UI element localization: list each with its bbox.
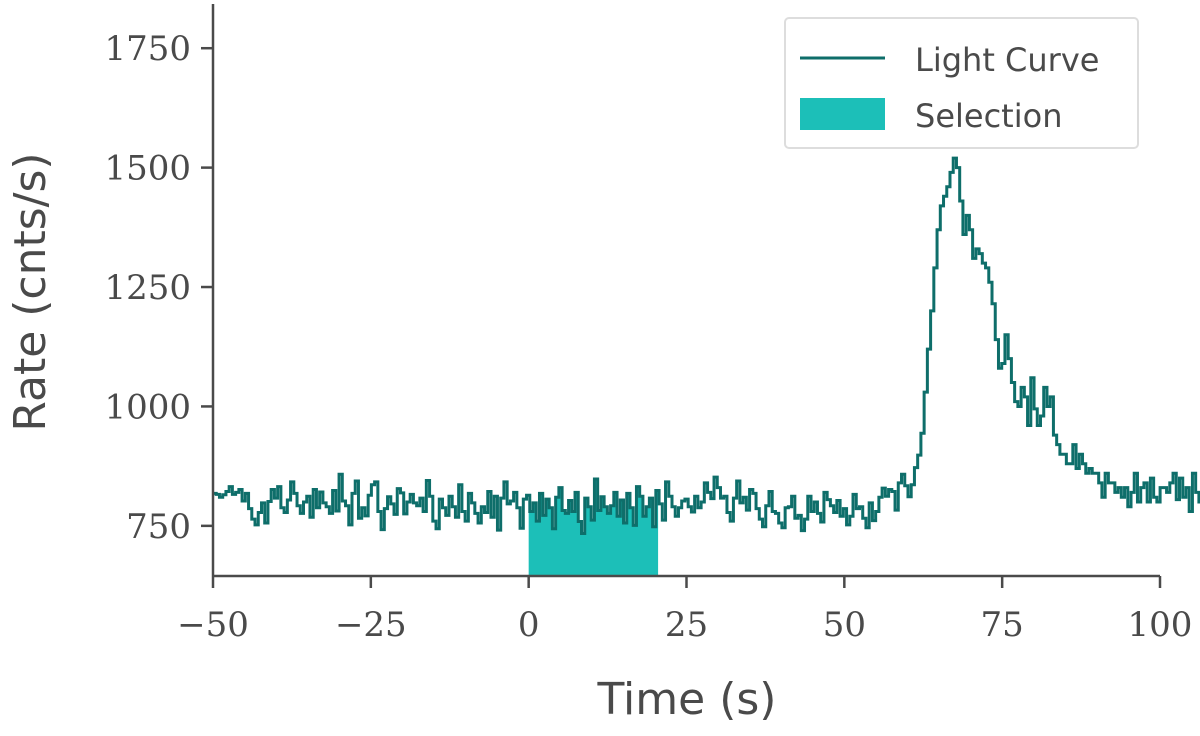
y-axis-title: Rate (cnts/s) bbox=[5, 152, 56, 431]
y-tick-label: 1250 bbox=[104, 268, 191, 308]
y-tick-label: 1000 bbox=[104, 387, 191, 427]
legend-label-light-curve: Light Curve bbox=[915, 41, 1099, 79]
y-tick-label: 750 bbox=[126, 507, 191, 547]
legend: Light Curve Selection bbox=[784, 17, 1139, 149]
axes: −50 −25 0 25 50 75 100 750 1000 1250 1500 1750 bbox=[104, 4, 1192, 645]
y-tick-label: 1500 bbox=[104, 149, 191, 189]
plot-area bbox=[213, 156, 1200, 576]
x-tick-label: 75 bbox=[981, 605, 1024, 645]
x-tick-label: 100 bbox=[1128, 605, 1193, 645]
legend-label-selection: Selection bbox=[915, 97, 1062, 135]
y-tick-label: 1750 bbox=[104, 29, 191, 69]
x-tick-label: −25 bbox=[335, 605, 407, 645]
x-axis-title: Time (s) bbox=[597, 674, 777, 725]
x-tick-label: 0 bbox=[518, 605, 540, 645]
x-tick-label: 25 bbox=[665, 605, 708, 645]
x-tick-label: −50 bbox=[177, 605, 249, 645]
light-curve-line bbox=[213, 156, 1200, 535]
legend-fill-swatch bbox=[800, 98, 885, 130]
x-tick-label: 50 bbox=[823, 605, 866, 645]
